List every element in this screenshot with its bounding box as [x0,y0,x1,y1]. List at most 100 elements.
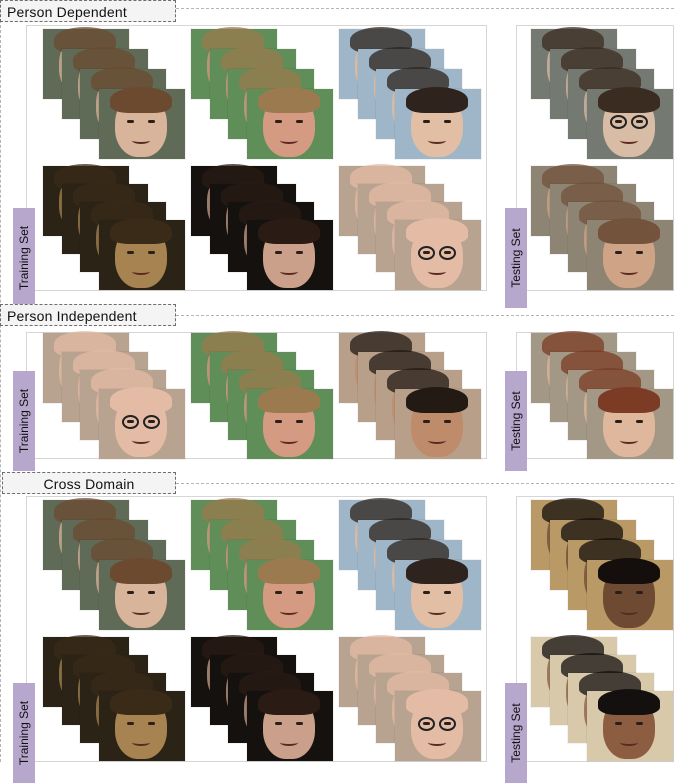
mouth [620,268,638,275]
eye [148,120,155,123]
eye [127,722,134,725]
eye [275,120,282,123]
mouth [620,608,638,615]
eye [615,251,622,254]
face [406,87,468,157]
hair [406,689,468,715]
eye [296,722,303,725]
hair [110,689,172,715]
clip-stack [43,498,185,630]
mouth [280,137,298,144]
face [258,689,320,759]
face [598,689,660,759]
face [406,387,468,457]
clip-stack [531,331,673,459]
hair [110,218,172,244]
video-frame [247,689,333,761]
glasses [122,415,160,429]
mouth [620,137,638,144]
section-1-divider [176,8,674,9]
clip-stack [191,331,333,459]
testing-panel-person-dependent: Testing Set [505,25,674,308]
glasses [418,717,456,731]
video-frame [587,218,673,290]
hair [258,689,320,715]
face [110,218,172,288]
mouth [132,608,150,615]
clip-stack [191,635,333,761]
hair [258,558,320,584]
video-frame [587,558,673,630]
video-frame [587,689,673,761]
clip-stack [531,164,673,290]
video-frame [99,387,185,459]
video-frame [587,87,673,159]
face [406,689,468,759]
eye [636,591,643,594]
testing-panel-person-independent: Testing Set [505,331,674,471]
hair [598,218,660,244]
face [258,218,320,288]
eye [636,251,643,254]
face [110,558,172,628]
hair [110,558,172,584]
face [598,387,660,457]
training-set-label: Training Set [13,208,35,308]
section-2-divider [176,315,674,316]
hair [110,87,172,113]
video-frame [587,387,673,459]
video-frame [395,387,481,459]
hair [598,87,660,113]
video-frame [395,218,481,290]
face [598,558,660,628]
training-set-label: Training Set [13,683,35,783]
glasses [418,246,456,260]
mouth [280,268,298,275]
left-dashed-border [0,0,1,762]
video-frame [99,87,185,159]
training-panel-cross-domain: Training Set [13,496,487,783]
eye [296,251,303,254]
testing-set-label: Testing Set [505,371,527,471]
eye [296,120,303,123]
video-frame [395,558,481,630]
hair [598,558,660,584]
video-frame [247,87,333,159]
video-frame [99,558,185,630]
testing-set-label: Testing Set [505,208,527,308]
face [406,218,468,288]
face [406,558,468,628]
eye [148,591,155,594]
mouth [620,739,638,746]
video-frame [247,218,333,290]
hair [110,387,172,413]
face [598,218,660,288]
face [258,558,320,628]
training-set-label: Training Set [13,371,35,471]
hair [406,218,468,244]
face [598,87,660,157]
face [110,387,172,457]
hair [406,558,468,584]
clip-stack [191,164,333,290]
video-frame [99,689,185,761]
clip-stack [339,635,481,761]
hair [406,387,468,413]
section-title-cross-domain: Cross Domain [2,472,176,494]
mouth [280,739,298,746]
mouth [132,739,150,746]
video-frame [99,218,185,290]
eye [423,120,430,123]
mouth [428,137,446,144]
eye [444,120,451,123]
eye [444,591,451,594]
hair [258,387,320,413]
eye [296,591,303,594]
eye [615,591,622,594]
eye [148,722,155,725]
video-frame [395,87,481,159]
mouth [428,608,446,615]
clip-stack [339,164,481,290]
clip-stack [43,27,185,159]
mouth [132,137,150,144]
